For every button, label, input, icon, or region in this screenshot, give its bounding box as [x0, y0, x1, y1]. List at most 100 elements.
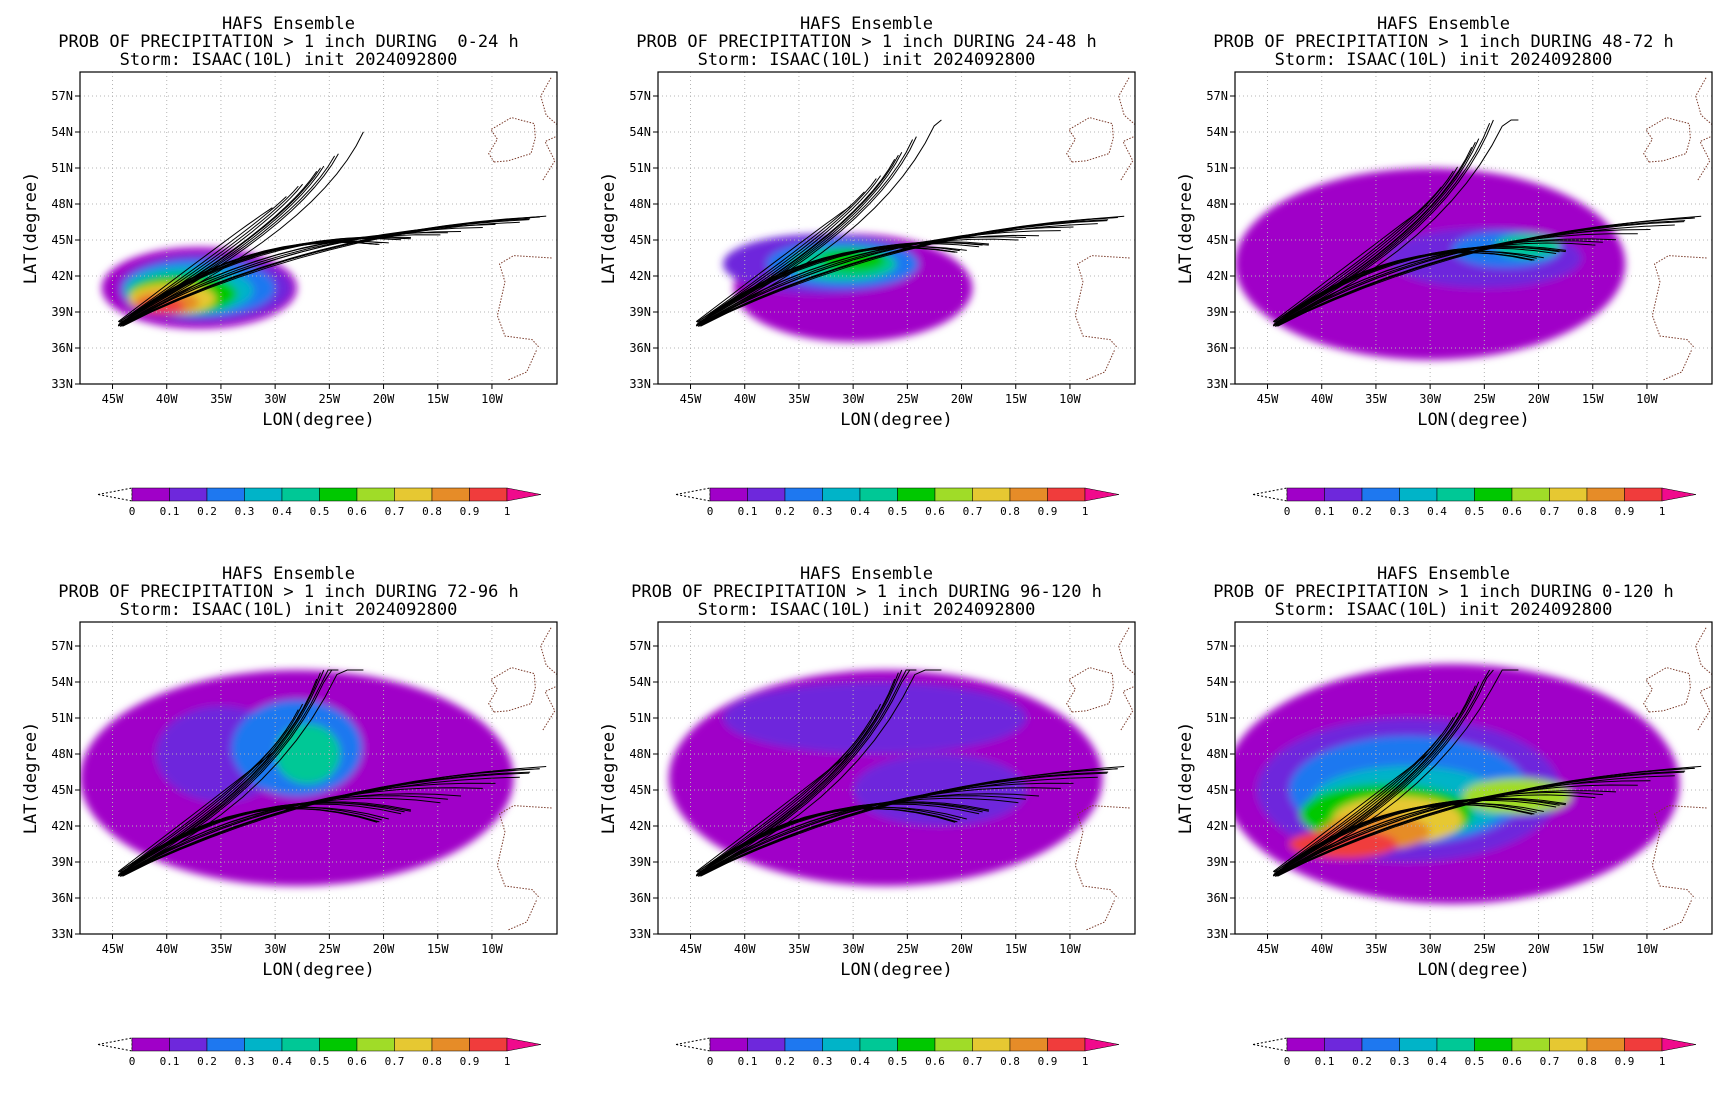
colorbar-swatch — [1286, 487, 1325, 502]
colorbar-tick-label: 0.4 — [272, 1055, 292, 1068]
lat-tick-label: 39N — [1206, 305, 1228, 319]
lat-tick-label: 51N — [51, 711, 73, 725]
lon-tick-label: 10W — [1636, 392, 1658, 406]
model-title: HAFS Ensemble — [221, 14, 356, 34]
probability-field — [723, 234, 973, 342]
map-svg: 45W 40W 35W 30W 25W 20W 15W 10W 57N 54N 51N 48N 45N 4… — [1176, 621, 1713, 1068]
map-panel: HAFS Ensemble PROB OF PRECIPITATION > 1 i… — [1155, 550, 1731, 1100]
colorbar-tick-label: 0.5 — [310, 1055, 330, 1068]
lat-tick-label: 54N — [1206, 125, 1228, 139]
probability-contour — [853, 754, 1027, 826]
lon-tick-label: 30W — [842, 942, 864, 956]
track-line — [120, 155, 336, 323]
colorbar-swatch — [281, 1037, 320, 1052]
track-line — [697, 178, 877, 323]
colorbar-swatch — [206, 1037, 245, 1052]
lon-tick-label: 25W — [318, 942, 340, 956]
lon-tick-label: 35W — [210, 392, 232, 406]
lon-tick-label: 40W — [734, 942, 756, 956]
lat-tick-label: 33N — [1206, 927, 1228, 941]
colorbar-tick-label: 0.6 — [1502, 1055, 1522, 1068]
track-line — [1273, 246, 1566, 326]
track-line — [118, 196, 287, 323]
y-axis-label: LAT(degree) — [1176, 722, 1196, 835]
lat-tick-label: 54N — [629, 675, 651, 689]
track-line — [700, 119, 942, 324]
colorbar-swatch — [244, 1037, 283, 1052]
lat-tick-label: 54N — [51, 675, 73, 689]
lon-tick-label: 15W — [1005, 392, 1027, 406]
lon-tick-label: 45W — [680, 392, 702, 406]
colorbar-tick-label: 0.3 — [1390, 1055, 1410, 1068]
lat-tick-label: 48N — [1206, 747, 1228, 761]
y-axis-label: LAT(degree) — [599, 172, 619, 285]
colorbar-swatch — [1399, 487, 1438, 502]
colorbar-tick-label: 0.1 — [1315, 505, 1335, 518]
lat-tick-label: 36N — [629, 891, 651, 905]
track-line — [1275, 238, 1617, 327]
track-line — [698, 793, 1040, 877]
colorbar-swatch — [431, 1037, 470, 1052]
colorbar-swatch — [1436, 1037, 1475, 1052]
lon-tick-label: 40W — [1311, 942, 1333, 956]
ensemble-tracks — [695, 119, 1125, 327]
x-axis-label: LON(degree) — [1417, 960, 1530, 980]
lon-tick-label: 35W — [210, 942, 232, 956]
lat-tick-label: 54N — [51, 125, 73, 139]
track-line — [119, 185, 299, 323]
track-line — [1274, 170, 1454, 323]
lat-tick-label: 51N — [1206, 161, 1228, 175]
lon-tick-label: 40W — [734, 392, 756, 406]
track-line — [122, 131, 364, 324]
track-line — [120, 793, 462, 877]
colorbar-tick-label: 0.1 — [160, 1055, 180, 1068]
ensemble-tracks — [117, 669, 547, 877]
lon-tick-label: 30W — [842, 392, 864, 406]
track-line — [118, 238, 402, 326]
colorbar-swatch — [897, 487, 936, 502]
lon-tick-label: 15W — [1582, 942, 1604, 956]
lon-tick-label: 35W — [1365, 392, 1387, 406]
colorbar-swatch — [1624, 487, 1663, 502]
storm-subtitle: Storm: ISAAC(10L) init 2024092800 — [697, 600, 1036, 620]
map-frame — [657, 71, 1136, 385]
colorbar-under-arrow — [97, 1037, 133, 1052]
colorbar-tick-label: 0.5 — [888, 1055, 908, 1068]
track-line — [698, 236, 1026, 326]
lat-tick-label: 51N — [1206, 711, 1228, 725]
coastline — [1643, 76, 1712, 381]
track-line — [122, 669, 364, 874]
colorbar-swatch — [784, 1037, 823, 1052]
track-line — [1276, 233, 1638, 327]
map-panel: HAFS Ensemble PROB OF PRECIPITATION > 1 i… — [578, 550, 1155, 1100]
colorbar-under-arrow — [675, 487, 711, 502]
colorbar-swatch — [244, 487, 283, 502]
colorbar-swatch — [1009, 1037, 1048, 1052]
lat-tick-label: 42N — [1206, 269, 1228, 283]
coastline — [1066, 76, 1135, 381]
track-line — [1275, 685, 1476, 873]
track-line — [117, 241, 378, 327]
colorbar-tick-label: 0.3 — [813, 505, 833, 518]
colorbar-over-arrow — [1084, 487, 1120, 502]
track-line — [699, 669, 917, 874]
track-line — [117, 752, 273, 873]
colorbar-over-arrow — [1661, 487, 1697, 502]
colorbar-tick-label: 0.9 — [1038, 505, 1058, 518]
lon-tick-label: 35W — [1365, 942, 1387, 956]
lon-tick-label: 45W — [102, 392, 124, 406]
colorbar-tick-label: 0.1 — [738, 505, 758, 518]
colorbar-tick-label: 0.4 — [850, 1055, 870, 1068]
colorbar: 0 0.1 0.2 0.3 0.4 0.5 0.6 0.7 0.8 0.9 1 — [97, 1037, 542, 1068]
lat-tick-label: 39N — [51, 305, 73, 319]
colorbar-swatch — [1361, 1037, 1400, 1052]
track-line — [1273, 734, 1442, 873]
track-line — [118, 729, 287, 873]
colorbar-swatch — [822, 487, 861, 502]
lon-tick-label: 25W — [1473, 392, 1495, 406]
track-line — [1276, 119, 1494, 324]
colorbar-swatch — [1586, 1037, 1625, 1052]
map-frame — [79, 71, 558, 385]
lat-tick-label: 48N — [51, 197, 73, 211]
colorbar-swatch — [747, 1037, 786, 1052]
